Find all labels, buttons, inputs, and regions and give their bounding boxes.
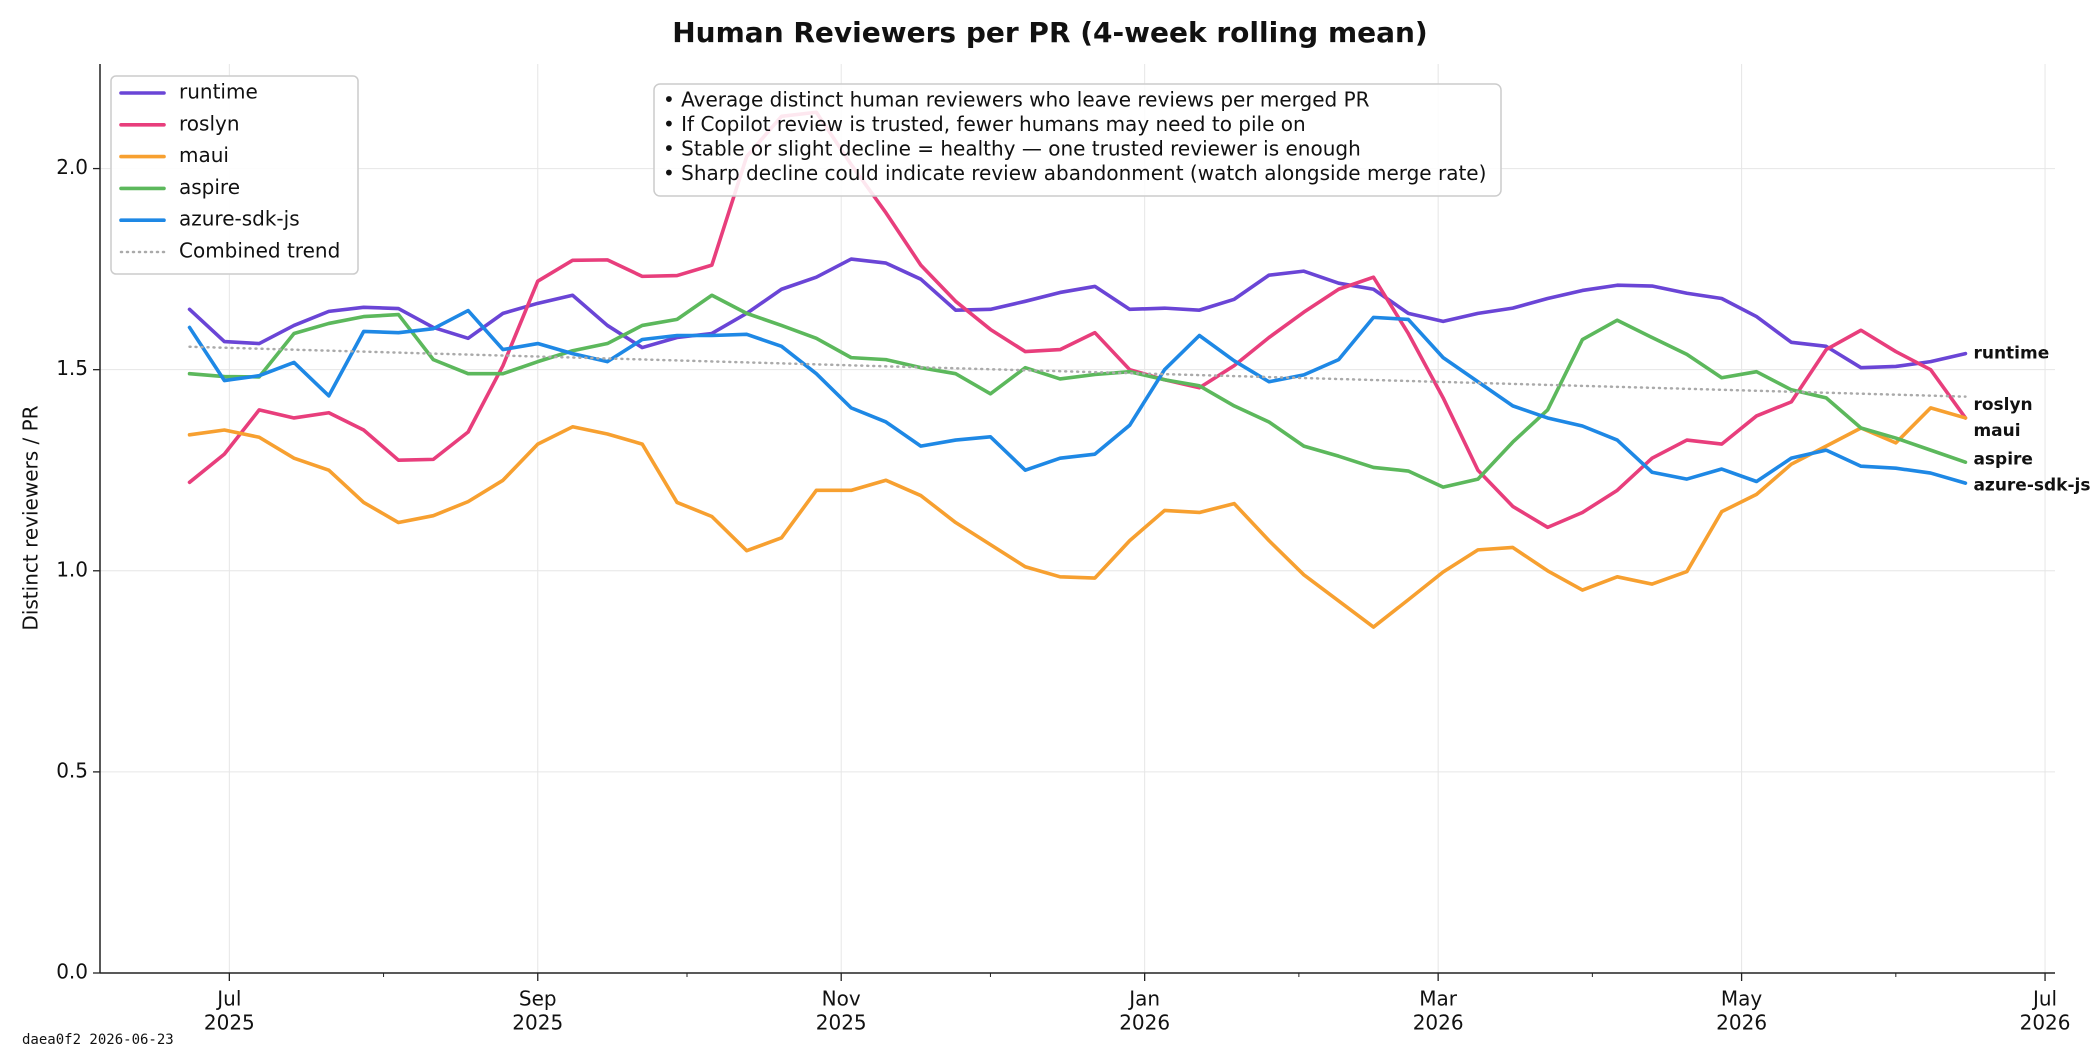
y-tick-label: 1.0 [56, 557, 88, 581]
series-line [187, 293, 1968, 489]
legend-label: runtime [179, 80, 258, 104]
x-tick-label: 2026 [1119, 1011, 1170, 1035]
annotation-line: • If Copilot review is trusted, fewer hu… [663, 112, 1306, 136]
x-tick-label: 2025 [204, 1011, 255, 1035]
legend-label: roslyn [179, 111, 240, 135]
end-label: maui [1973, 421, 2020, 441]
x-tick-label: Jul [215, 987, 241, 1011]
legend: runtime roslyn maui aspire azure-sdk-js Combi… [110, 75, 359, 275]
x-tick-label: Sep [519, 987, 557, 1011]
series-line [187, 257, 1968, 370]
annotation-line: • Average distinct human reviewers who l… [663, 88, 1370, 112]
y-axis-label: Distinct reviewers / PR [19, 405, 43, 630]
footer: daea0f2 2026-06-23 [22, 1032, 174, 1048]
legend-label: azure-sdk-js [179, 207, 300, 231]
annotation: • Average distinct human reviewers who l… [653, 83, 1502, 197]
x-tick-label: Mar [1419, 987, 1458, 1011]
x-tick-label: Jul [2031, 987, 2057, 1011]
series-line [187, 406, 1968, 629]
x-tick-label: Nov [822, 987, 861, 1011]
annotation-line: • Stable or slight decline = healthy — o… [663, 137, 1361, 161]
x-tick-label: 2026 [1716, 1011, 1767, 1035]
y-tick-label: 1.5 [56, 356, 88, 380]
legend-box [110, 75, 359, 275]
x-tick-label: Jan [1127, 987, 1160, 1011]
legend-label: maui [179, 143, 229, 167]
legend-label: Combined trend [179, 239, 340, 263]
annotation-line: • Sharp decline could indicate review ab… [663, 161, 1486, 185]
x-tick-label: 2025 [512, 1011, 563, 1035]
x-tick-label: 2025 [816, 1011, 867, 1035]
trend-line [188, 345, 1967, 398]
y-tick-label: 0.0 [56, 960, 88, 984]
series-line [187, 308, 1968, 485]
end-label: roslyn [1973, 395, 2032, 415]
end-label: azure-sdk-js [1973, 476, 2090, 496]
x-tick-label: May [1721, 987, 1763, 1011]
y-tick-label: 2.0 [56, 155, 88, 179]
x-tick-label: 2026 [1413, 1011, 1464, 1035]
end-label: aspire [1973, 450, 2033, 470]
x-tick-label: 2026 [2020, 1011, 2071, 1035]
y-tick-label: 0.5 [56, 758, 88, 782]
end-label: runtime [1973, 344, 2049, 364]
legend-label: aspire [179, 175, 240, 199]
annotation-box [653, 83, 1502, 197]
chart-title: Human Reviewers per PR (4-week rolling m… [672, 16, 1427, 49]
series-line [187, 110, 1968, 530]
